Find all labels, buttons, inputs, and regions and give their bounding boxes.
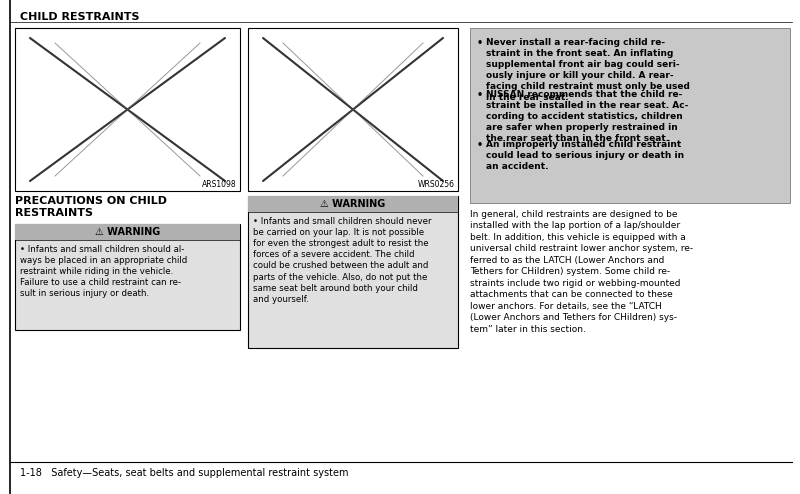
- Text: • Infants and small children should al-
ways be placed in an appropriate child
r: • Infants and small children should al- …: [20, 245, 187, 298]
- Text: •: •: [477, 38, 483, 48]
- Text: CHILD RESTRAINTS: CHILD RESTRAINTS: [20, 12, 139, 22]
- Bar: [15, 224, 240, 240]
- Text: An improperly installed child restraint
could lead to serious injury or death in: An improperly installed child restraint …: [486, 140, 684, 171]
- Text: ARS1098: ARS1098: [202, 180, 237, 189]
- Bar: [15, 224, 240, 330]
- Text: Never install a rear-facing child re-
straint in the front seat. An inflating
su: Never install a rear-facing child re- st…: [486, 38, 690, 102]
- Bar: [248, 196, 458, 348]
- Bar: [248, 28, 458, 191]
- Text: •: •: [477, 90, 483, 100]
- Text: In general, child restraints are designed to be
installed with the lap portion o: In general, child restraints are designe…: [470, 210, 693, 333]
- Bar: [248, 196, 458, 212]
- Text: WRS0256: WRS0256: [418, 180, 455, 189]
- Text: •: •: [477, 140, 483, 150]
- Text: ⚠ WARNING: ⚠ WARNING: [95, 227, 160, 237]
- Bar: [15, 28, 240, 191]
- Text: • Infants and small children should never
be carried on your lap. It is not poss: • Infants and small children should neve…: [253, 217, 431, 304]
- Bar: [470, 28, 790, 203]
- Text: ⚠ WARNING: ⚠ WARNING: [320, 199, 386, 209]
- Text: PRECAUTIONS ON CHILD
RESTRAINTS: PRECAUTIONS ON CHILD RESTRAINTS: [15, 196, 167, 218]
- Text: 1-18   Safety—Seats, seat belts and supplemental restraint system: 1-18 Safety—Seats, seat belts and supple…: [20, 468, 349, 478]
- Text: NISSAN recommends that the child re-
straint be installed in the rear seat. Ac-
: NISSAN recommends that the child re- str…: [486, 90, 688, 143]
